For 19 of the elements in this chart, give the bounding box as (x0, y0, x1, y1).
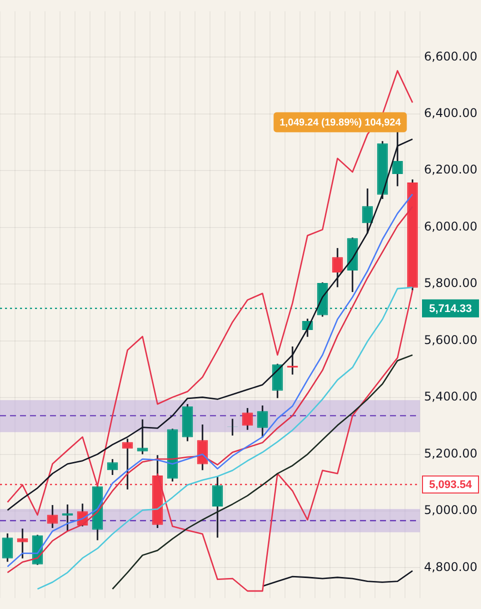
y-tick-label: 4,800.00 (424, 560, 478, 574)
y-tick-label: 5,200.00 (424, 446, 478, 460)
y-tick-label: 5,600.00 (424, 332, 478, 347)
y-tick-label: 6,400.00 (424, 106, 478, 120)
annotation: 1,049.24 (19.89%) 104,924 (280, 117, 402, 128)
y-tick-label: 6,000.00 (424, 219, 478, 234)
y-tick-label: 5,400.00 (424, 390, 478, 404)
candlestick (17, 528, 28, 560)
candlestick (47, 504, 58, 529)
ref-line-label: 5,093.54 (429, 479, 473, 491)
y-tick-label: 6,200.00 (424, 162, 478, 177)
y-tick-label: 5,800.00 (424, 276, 478, 290)
candlestick (107, 458, 118, 476)
y-tick-label: 5,000.00 (424, 503, 478, 518)
candlestick (212, 476, 223, 538)
candlestick (137, 418, 148, 456)
candlestick (2, 532, 13, 563)
y-tick-label: 6,600.00 (424, 49, 478, 64)
ref-line-label: 5,714.33 (429, 302, 472, 315)
